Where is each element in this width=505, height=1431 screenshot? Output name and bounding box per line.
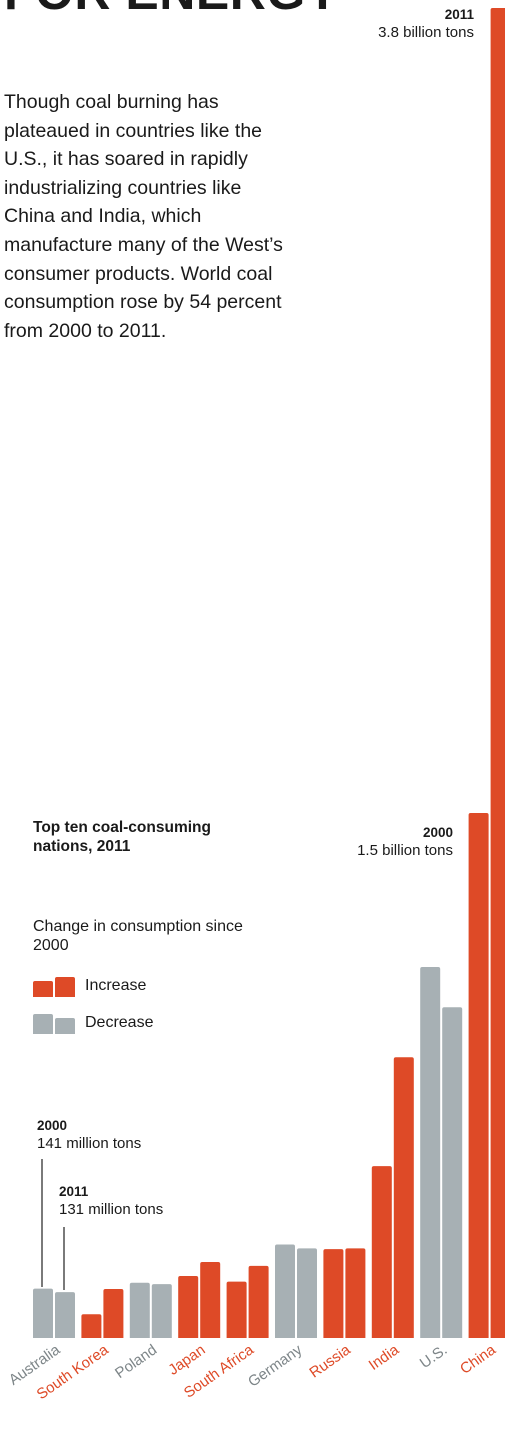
china-2000-year: 2000 — [422, 825, 453, 840]
intro-paragraph: Though coal burning has plateaued in cou… — [4, 91, 283, 342]
bars-group — [33, 8, 505, 1338]
bar-india-2000 — [371, 1166, 392, 1338]
bar-u-s-2000 — [420, 967, 441, 1338]
category-label-china: China — [457, 1341, 499, 1378]
bar-australia-2011 — [55, 1292, 75, 1338]
china-2000-value: 1.5 billion tons — [357, 842, 453, 859]
china-2011-value: 3.8 billion tons — [378, 24, 474, 41]
bar-poland-2011 — [151, 1284, 172, 1338]
category-label-u-s: U.S. — [417, 1341, 451, 1372]
bar-poland-2000 — [129, 1282, 150, 1338]
australia-2011-annotation: 2011 131 million tons — [59, 1183, 219, 1219]
australia-2000-annotation: 2000 141 million tons — [37, 1117, 197, 1153]
legend-title: Top ten coal-consuming nations, 2011 — [33, 819, 211, 855]
category-label-germany: Germany — [245, 1341, 306, 1391]
australia-2011-year: 2011 — [59, 1184, 89, 1199]
bar-china-2011 — [490, 8, 505, 1338]
category-label-russia: Russia — [306, 1341, 354, 1382]
increase-swatch — [33, 975, 77, 997]
legend-increase: Increase — [33, 975, 146, 997]
bar-south-korea-2011 — [103, 1289, 124, 1338]
legend-increase-label: Increase — [85, 977, 147, 994]
china-2011-annotation: 2011 3.8 billion tons — [364, 6, 474, 42]
legend-subtitle: Change in consumption since 2000 — [33, 918, 243, 954]
bar-south-korea-2000 — [81, 1314, 102, 1338]
legend-decrease-label: Decrease — [85, 1014, 154, 1031]
legend-decrease: Decrease — [33, 1012, 153, 1034]
australia-2011-value: 131 million tons — [59, 1201, 164, 1218]
bar-south-africa-2011 — [248, 1265, 269, 1338]
decrease-swatch — [33, 1012, 77, 1034]
category-label-poland: Poland — [112, 1341, 160, 1382]
bar-russia-2000 — [323, 1249, 344, 1338]
bar-u-s-2011 — [442, 1007, 463, 1338]
bar-india-2011 — [393, 1057, 414, 1338]
category-label-india: India — [366, 1341, 403, 1374]
bar-south-africa-2000 — [226, 1281, 247, 1338]
bar-japan-2000 — [178, 1276, 199, 1338]
bar-australia-2000 — [33, 1288, 53, 1338]
bar-china-2000 — [468, 813, 489, 1338]
bar-germany-2000 — [275, 1244, 295, 1338]
china-2000-annotation: 2000 1.5 billion tons — [353, 824, 453, 860]
bar-germany-2011 — [297, 1248, 317, 1338]
australia-2000-year: 2000 — [37, 1118, 68, 1133]
bar-russia-2011 — [345, 1248, 366, 1338]
australia-2000-value: 141 million tons — [37, 1135, 142, 1152]
china-2011-year: 2011 — [444, 7, 474, 22]
bar-japan-2011 — [200, 1262, 221, 1338]
headline: FOR ENERGY — [4, 0, 340, 18]
